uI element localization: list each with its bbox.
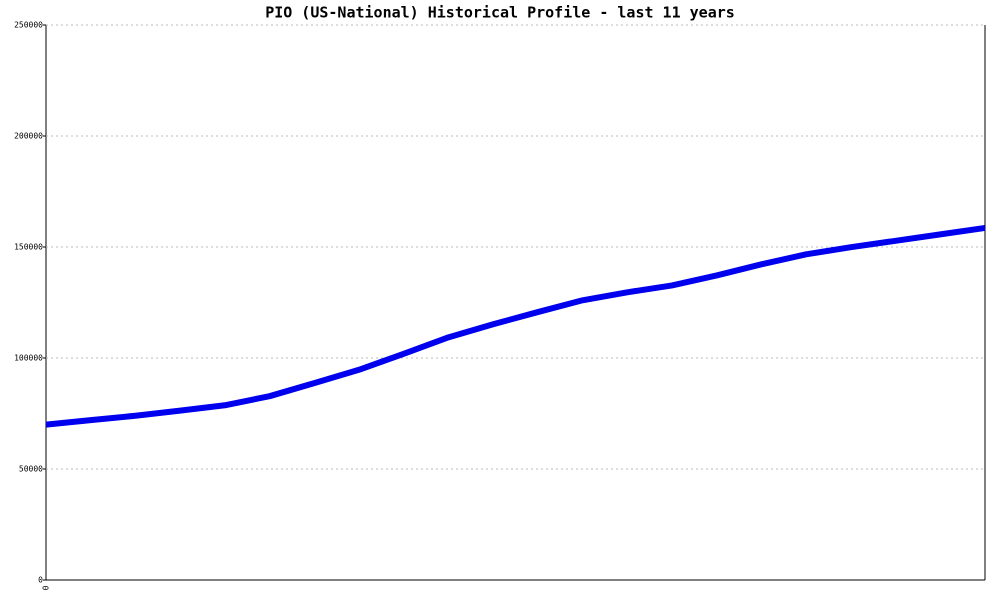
chart-title: PIO (US-National) Historical Profile - l…: [265, 4, 735, 22]
y-tick-label: 250000: [14, 21, 43, 30]
y-tick-label: 150000: [14, 243, 43, 252]
y-tick-label: 50000: [19, 465, 43, 474]
y-tick-label: 0: [38, 576, 43, 585]
y-tick-label: 200000: [14, 132, 43, 141]
y-tick-label: 100000: [14, 354, 43, 363]
data-line: [45, 224, 986, 428]
x-tick-label: 0: [42, 585, 51, 590]
